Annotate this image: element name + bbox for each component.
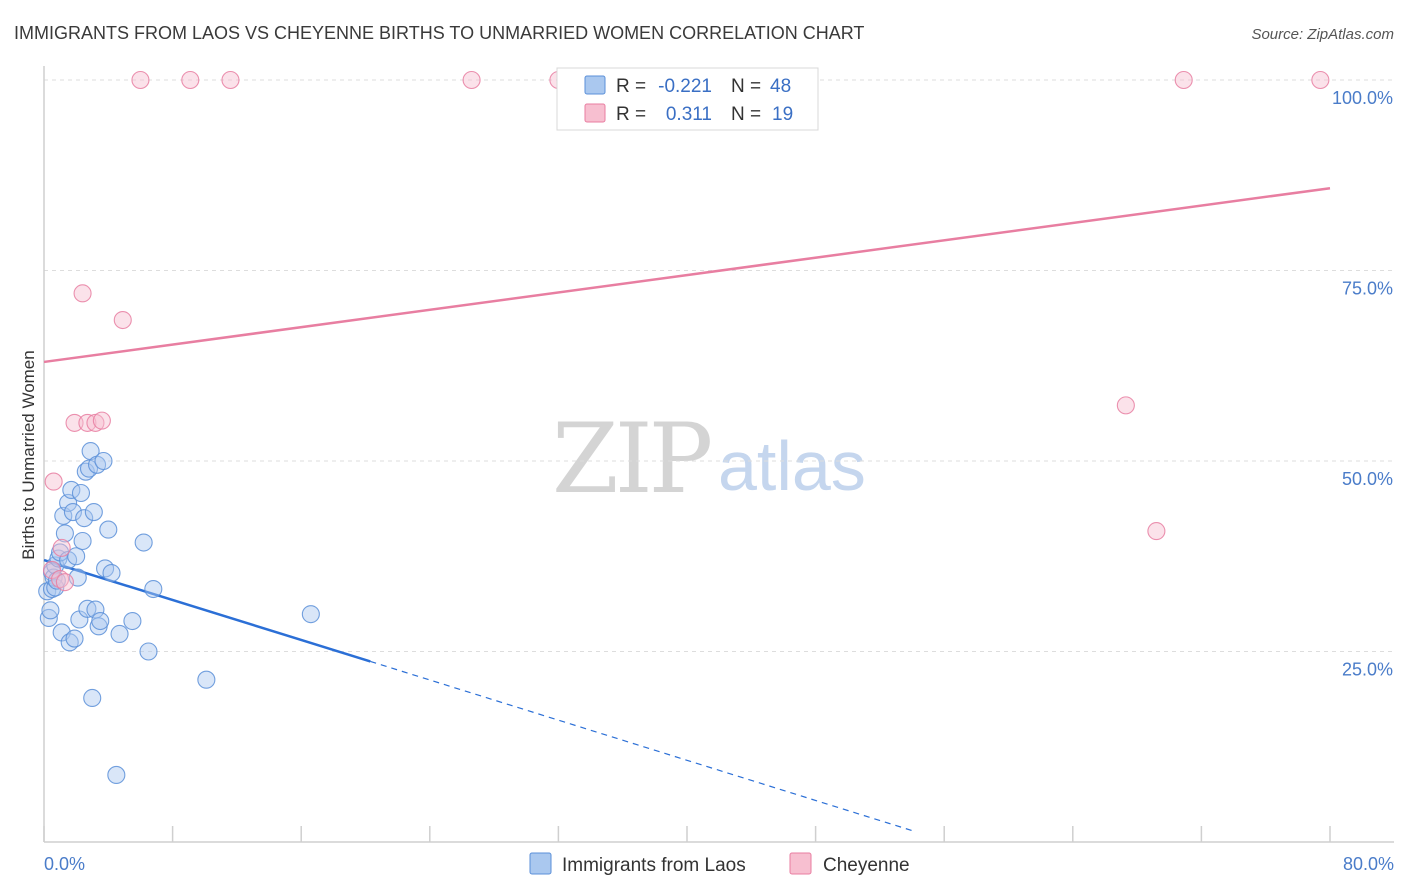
point-laos-13 (55, 524, 74, 543)
point-laos-17 (62, 480, 81, 500)
point-laos-18 (63, 503, 82, 522)
point-cheyenne-10 (113, 310, 132, 330)
stats-r-label-laos: R = (616, 76, 646, 97)
stats-r-label-cheyenne: R = (616, 104, 646, 125)
point-cheyenne-12 (181, 70, 200, 90)
stats-n-value-laos: 48 (770, 76, 791, 97)
y-tick-label-50: 50.0% (1342, 469, 1393, 489)
trend-line-laos-extrapolated (370, 660, 913, 832)
trend-lines (43, 186, 1331, 832)
point-laos-7 (46, 578, 65, 597)
legend-swatch-cheyenne (789, 852, 812, 875)
watermark-atlas: atlas (718, 427, 866, 505)
point-cheyenne-16 (1116, 396, 1135, 415)
point-laos-44 (139, 642, 158, 661)
x-tick-label-max: 80.0% (1343, 854, 1394, 874)
stats-r-value-laos: -0.221 (658, 76, 712, 97)
point-laos-30 (83, 688, 102, 708)
grid-lines (44, 79, 1394, 652)
y-tick-label-25: 25.0% (1342, 660, 1393, 680)
point-cheyenne-14 (462, 70, 481, 90)
point-laos-43 (134, 533, 153, 552)
point-cheyenne-1 (44, 472, 63, 491)
point-laos-42 (123, 611, 142, 631)
point-laos-39 (102, 563, 121, 583)
point-laos-46 (197, 670, 216, 689)
point-laos-40 (107, 765, 126, 784)
point-cheyenne-13 (221, 70, 240, 90)
point-laos-2 (41, 601, 60, 620)
chart-source: Source: ZipAtlas.com (1251, 26, 1394, 43)
stats-swatch-laos (584, 75, 606, 95)
point-cheyenne-18 (1174, 70, 1193, 90)
point-laos-31 (84, 503, 103, 522)
stats-swatch-cheyenne (584, 103, 606, 123)
y-tick-label-75: 75.0% (1342, 279, 1393, 299)
point-laos-24 (73, 531, 92, 551)
point-laos-38 (99, 520, 118, 539)
point-cheyenne-4 (55, 573, 74, 592)
point-cheyenne-19 (1311, 70, 1330, 90)
point-laos-9 (49, 549, 68, 568)
stats-box: R = -0.221 N = 48 R = 0.311 N = 19 (556, 67, 819, 131)
stats-n-label-laos: N = (731, 76, 761, 97)
point-laos-41 (110, 624, 129, 644)
point-laos-26 (76, 462, 95, 481)
point-laos-25 (75, 509, 94, 528)
stats-r-value-cheyenne: 0.311 (666, 104, 712, 125)
chart-title: IMMIGRANTS FROM LAOS VS CHEYENNE BIRTHS … (14, 23, 864, 43)
y-axis-label: Births to Unmarried Women (19, 350, 38, 559)
data-points (38, 70, 1330, 784)
point-cheyenne-6 (73, 284, 92, 303)
point-laos-36 (94, 451, 113, 471)
point-laos-20 (67, 547, 86, 566)
legend-label-laos: Immigrants from Laos (562, 855, 746, 876)
point-laos-19 (65, 629, 84, 648)
legend-label-cheyenne: Cheyenne (823, 855, 910, 876)
y-axis-tick-labels: 25.0% 50.0% 75.0% 100.0% (1332, 88, 1393, 680)
point-laos-47 (301, 605, 320, 624)
point-laos-1 (39, 608, 58, 628)
legend-swatch-laos (529, 852, 552, 875)
point-cheyenne-11 (131, 70, 150, 90)
trend-line-laos (43, 558, 371, 663)
stats-n-value-cheyenne: 19 (772, 104, 793, 125)
point-cheyenne-2 (51, 570, 70, 589)
point-laos-23 (71, 483, 91, 503)
point-laos-45 (144, 579, 163, 599)
y-tick-label-100: 100.0% (1332, 88, 1393, 108)
point-laos-37 (96, 559, 115, 578)
legend: Immigrants from Laos Cheyenne (529, 852, 910, 876)
x-axis-ticks (43, 826, 1331, 842)
point-cheyenne-9 (92, 411, 111, 430)
point-cheyenne-5 (65, 413, 84, 432)
trend-line-cheyenne (43, 186, 1331, 364)
stats-n-label-cheyenne: N = (731, 104, 761, 125)
point-cheyenne-17 (1147, 522, 1166, 541)
watermark: ZIP atlas (552, 403, 866, 515)
point-cheyenne-3 (52, 538, 71, 557)
x-tick-label-min: 0.0% (44, 854, 85, 874)
point-laos-35 (91, 611, 110, 631)
watermark-zip: ZIP (552, 403, 711, 515)
